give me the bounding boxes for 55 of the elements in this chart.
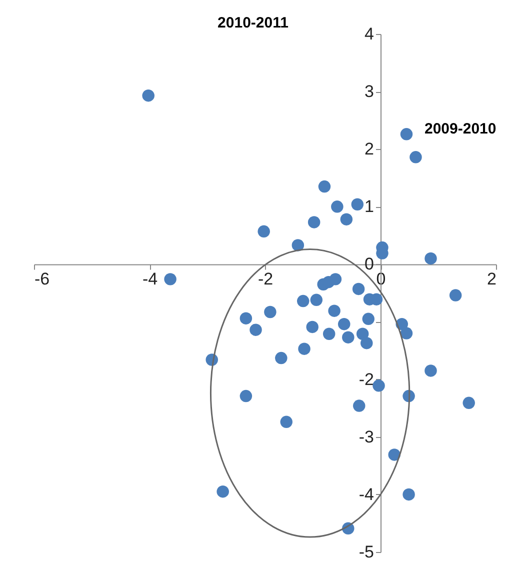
y-tick-label: -5 [358,542,374,562]
point [400,128,413,140]
point [356,328,369,340]
y-tick-label: 0 [364,254,374,274]
point [280,416,292,428]
point [360,336,373,350]
point [298,342,310,355]
x-tick-label: -2 [258,270,274,289]
point [310,294,323,306]
point [250,324,262,336]
y-tick-label: 1 [364,197,374,216]
point [264,306,276,318]
point [329,273,342,286]
point [352,282,365,296]
point [328,304,340,317]
point [449,289,462,302]
point [292,239,304,252]
point [400,327,413,340]
point [164,273,176,286]
point [424,364,437,377]
point [402,488,415,501]
y-axis-title: 2010-2011 [218,14,288,32]
x-tick-label: -4 [142,270,158,289]
x-tick-label: -6 [34,270,50,289]
point [388,448,400,461]
y-tick-label: -3 [358,427,374,446]
point [351,198,364,210]
y-tick-label: -2 [358,370,374,389]
point [275,352,288,364]
point [331,200,344,213]
point [216,485,229,498]
point [410,151,422,164]
x-axis-title: 2009-2010 [424,120,496,138]
point [296,294,310,308]
point [306,320,318,334]
point [258,225,270,238]
point [372,380,385,392]
y-tick-label: 2 [364,140,374,159]
point [308,216,320,228]
point [322,328,336,340]
point [240,390,252,402]
point [342,331,354,344]
y-tick-label: -4 [358,484,374,504]
y-tick-label: 3 [364,82,374,102]
x-tick-label: 2 [487,270,496,289]
point [338,318,350,330]
y-tick-label: 4 [364,24,374,44]
point [240,312,252,324]
point [362,312,374,326]
point [318,180,331,193]
point [353,400,366,412]
point [424,252,437,265]
point [142,89,154,102]
point [340,213,353,226]
point [462,396,475,410]
